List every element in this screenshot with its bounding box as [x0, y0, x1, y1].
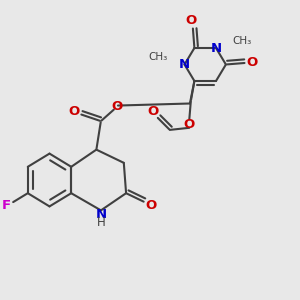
Text: CH₃: CH₃ — [149, 52, 168, 62]
Text: N: N — [95, 208, 106, 221]
Text: O: O — [186, 14, 197, 28]
Text: O: O — [246, 56, 258, 70]
Text: H: H — [97, 217, 105, 230]
Text: O: O — [148, 105, 159, 118]
Text: O: O — [112, 100, 123, 112]
Text: O: O — [68, 105, 80, 118]
Text: O: O — [184, 118, 195, 131]
Text: N: N — [210, 41, 222, 55]
Text: N: N — [179, 58, 190, 71]
Text: O: O — [146, 199, 157, 212]
Text: CH₃: CH₃ — [232, 35, 252, 46]
Text: F: F — [2, 200, 11, 212]
